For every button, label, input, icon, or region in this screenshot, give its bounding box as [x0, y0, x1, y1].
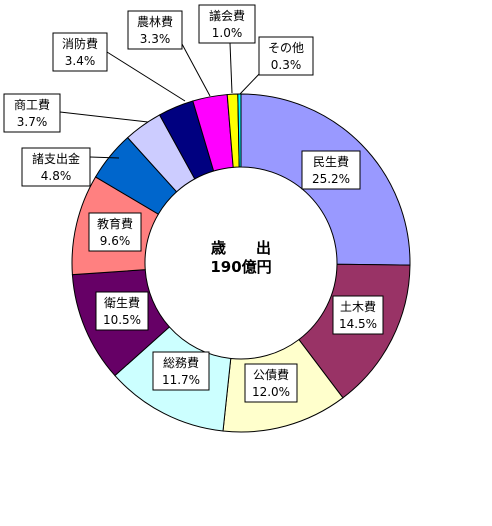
- leader-line-10: [181, 43, 211, 97]
- slice-label-6: 教育費 9.6%: [88, 212, 142, 252]
- slice-label-box: [198, 4, 256, 44]
- leader-line-7: [89, 156, 120, 159]
- slice-label-box: [244, 363, 298, 403]
- slice-label-box: [258, 36, 314, 76]
- slice-percent-label: 3.7%: [17, 115, 48, 129]
- slice-label-10: 農林費 3.3%: [127, 10, 183, 50]
- slice-label-box: [332, 295, 384, 335]
- center-label-title: 歳 出: [211, 239, 271, 257]
- slice-percent-label: 3.4%: [65, 54, 96, 68]
- slice-category-label: 農林費: [137, 14, 173, 29]
- slice-label-8: 商工費 3.7%: [3, 93, 61, 133]
- slice-category-label: 商工費: [14, 97, 50, 112]
- slice-label-7: 諸支出金 4.8%: [21, 147, 91, 187]
- slice-label-box: [52, 32, 108, 72]
- slice-category-label: 土木費: [340, 299, 376, 314]
- slice-label-box: [3, 93, 61, 133]
- slice-label-box: [127, 10, 183, 50]
- slice-category-label: 議会費: [209, 8, 245, 23]
- slice-label-box: [21, 147, 91, 187]
- slice-12: [237, 93, 242, 168]
- slice-label-3: 公債費 12.0%: [244, 363, 298, 403]
- leader-lines: [59, 42, 263, 159]
- slice-label-11: 議会費 1.0%: [198, 4, 256, 44]
- slice-label-2: 土木費 14.5%: [332, 295, 384, 335]
- slice-percent-label: 25.2%: [312, 172, 350, 186]
- slice-label-box: [88, 212, 142, 252]
- slice-label-box: [301, 150, 361, 190]
- slice-label-9: 消防費 3.4%: [52, 32, 108, 72]
- slice-category-label: その他: [268, 41, 304, 55]
- slice-percent-label: 1.0%: [212, 26, 243, 40]
- slice-label-12: その他 0.3%: [258, 36, 314, 76]
- slice-label-box: [152, 351, 210, 391]
- leader-line-8: [59, 111, 149, 123]
- slice-label-4: 総務費 11.7%: [152, 351, 210, 391]
- slice-label-box: [95, 291, 149, 331]
- slice-category-label: 民生費: [313, 154, 349, 169]
- slice-labels: 民生費 25.2% 土木費 14.5% 公債費 12.0% 総務費 11.7% 衛生費 10.5%…: [3, 4, 384, 403]
- slice-percent-label: 14.5%: [339, 317, 377, 331]
- slice-category-label: 総務費: [163, 355, 199, 370]
- slice-category-label: 諸支出金: [32, 151, 80, 166]
- slice-category-label: 公債費: [253, 367, 289, 382]
- leader-line-12: [239, 70, 263, 95]
- slice-percent-label: 11.7%: [162, 373, 200, 387]
- slice-percent-label: 10.5%: [103, 313, 141, 327]
- slice-category-label: 消防費: [62, 36, 98, 51]
- leader-line-11: [229, 42, 233, 94]
- slice-label-5: 衛生費 10.5%: [95, 291, 149, 331]
- slice-label-1: 民生費 25.2%: [301, 150, 361, 190]
- center-label-total: 190億円: [210, 258, 271, 276]
- slice-category-label: 衛生費: [104, 295, 140, 310]
- slice-percent-label: 3.3%: [140, 32, 171, 46]
- slice-percent-label: 9.6%: [100, 234, 131, 248]
- slice-category-label: 教育費: [97, 216, 133, 231]
- leader-line-9: [106, 51, 186, 102]
- slice-percent-label: 0.3%: [271, 58, 302, 72]
- slice-percent-label: 4.8%: [41, 169, 72, 183]
- slice-percent-label: 12.0%: [252, 385, 290, 399]
